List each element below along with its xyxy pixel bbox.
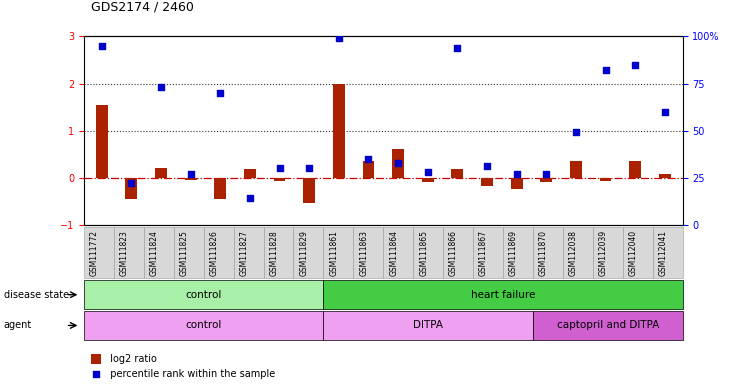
Text: GSM111865: GSM111865 (419, 230, 428, 276)
Bar (422, 178, 434, 182)
Point (540, 171, 552, 177)
Text: disease state: disease state (4, 290, 69, 300)
Point (274, 165, 285, 171)
Point (511, 171, 523, 177)
Bar (473, 227, 503, 278)
Point (392, 159, 404, 166)
Point (422, 169, 434, 175)
Bar (234, 227, 264, 278)
Bar (215, 178, 226, 199)
Text: GSM111861: GSM111861 (329, 231, 338, 276)
Bar (533, 227, 563, 278)
Point (659, 109, 671, 115)
Bar (481, 178, 493, 186)
Text: GSM112041: GSM112041 (658, 230, 668, 276)
Text: control: control (185, 320, 222, 331)
Bar (563, 227, 593, 278)
Bar (274, 178, 285, 181)
Bar (443, 227, 473, 278)
Text: GSM111827: GSM111827 (239, 231, 248, 276)
Text: GSM111772: GSM111772 (90, 230, 99, 276)
Bar (204, 227, 234, 278)
Text: GSM111866: GSM111866 (449, 230, 458, 276)
Bar (353, 227, 383, 278)
Bar (503, 227, 533, 278)
Text: GSM111823: GSM111823 (120, 231, 128, 276)
Bar (659, 174, 671, 178)
Bar (653, 227, 683, 278)
Text: GSM111869: GSM111869 (509, 230, 518, 276)
Bar (570, 161, 582, 178)
Bar (293, 227, 323, 278)
Text: GSM112040: GSM112040 (629, 230, 638, 276)
Point (215, 90, 226, 96)
Bar (323, 311, 533, 340)
Text: GSM111870: GSM111870 (539, 230, 548, 276)
Point (185, 171, 196, 177)
Text: GSM112038: GSM112038 (569, 230, 578, 276)
Bar (599, 178, 612, 181)
Text: agent: agent (4, 320, 32, 331)
Bar (144, 227, 174, 278)
Point (363, 156, 374, 162)
Bar (451, 169, 464, 178)
Point (599, 67, 611, 73)
Point (244, 195, 256, 201)
Bar (392, 149, 404, 178)
Bar (174, 227, 204, 278)
Bar (185, 178, 196, 180)
Bar (126, 178, 137, 199)
Bar (629, 161, 641, 178)
Text: log2 ratio: log2 ratio (104, 354, 157, 364)
Text: GSM111825: GSM111825 (180, 231, 188, 276)
Bar (264, 227, 293, 278)
Bar (540, 178, 552, 182)
Text: GSM111867: GSM111867 (479, 230, 488, 276)
Point (570, 129, 582, 136)
Text: heart failure: heart failure (471, 290, 535, 300)
Bar (244, 169, 256, 178)
Text: GSM112039: GSM112039 (599, 230, 607, 276)
Point (304, 165, 315, 171)
Bar (303, 178, 315, 204)
Text: captopril and DITPA: captopril and DITPA (556, 320, 659, 331)
Text: GSM111864: GSM111864 (389, 230, 399, 276)
Bar (323, 227, 353, 278)
Point (451, 45, 463, 51)
Point (126, 180, 137, 186)
Bar (84, 280, 323, 309)
Point (155, 84, 167, 90)
Text: DITPA: DITPA (413, 320, 443, 331)
Bar (333, 84, 345, 178)
Bar (114, 227, 144, 278)
Text: GSM111828: GSM111828 (269, 231, 279, 276)
Point (629, 62, 641, 68)
Bar (84, 311, 323, 340)
Bar (413, 227, 443, 278)
Text: GSM111824: GSM111824 (150, 231, 159, 276)
Bar (383, 227, 413, 278)
Bar (323, 280, 683, 309)
Text: GDS2174 / 2460: GDS2174 / 2460 (91, 0, 194, 13)
Bar (511, 178, 523, 189)
Bar (363, 161, 374, 178)
Text: GSM111829: GSM111829 (299, 231, 309, 276)
Point (333, 35, 345, 41)
Point (96, 43, 107, 49)
Point (481, 163, 493, 169)
Text: GSM111826: GSM111826 (210, 231, 219, 276)
Point (90, 371, 101, 377)
Text: GSM111863: GSM111863 (359, 230, 368, 276)
Text: percentile rank within the sample: percentile rank within the sample (104, 369, 276, 379)
Bar (155, 168, 167, 178)
Bar (623, 227, 653, 278)
Bar (533, 311, 683, 340)
Text: control: control (185, 290, 222, 300)
Bar (84, 227, 114, 278)
Bar (593, 227, 623, 278)
Bar (96, 105, 107, 178)
Bar (91, 354, 101, 364)
